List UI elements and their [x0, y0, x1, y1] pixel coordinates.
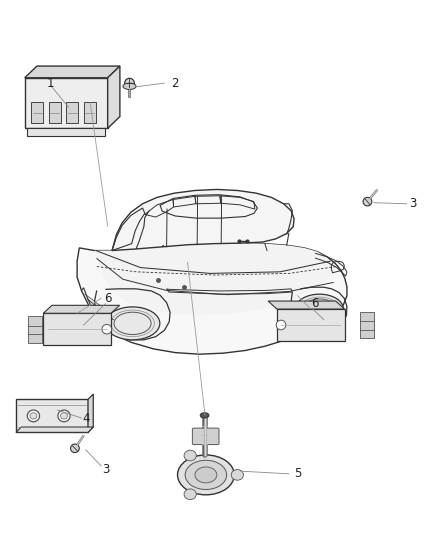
Ellipse shape	[200, 413, 209, 418]
FancyBboxPatch shape	[28, 333, 42, 343]
FancyBboxPatch shape	[360, 329, 374, 338]
FancyBboxPatch shape	[28, 325, 42, 334]
Text: 3: 3	[102, 463, 109, 476]
Ellipse shape	[195, 467, 217, 483]
Text: 3: 3	[410, 197, 417, 211]
Ellipse shape	[276, 320, 286, 330]
Ellipse shape	[177, 455, 234, 495]
Ellipse shape	[102, 325, 112, 334]
Polygon shape	[268, 301, 345, 309]
FancyBboxPatch shape	[360, 320, 374, 330]
FancyBboxPatch shape	[192, 428, 219, 445]
Polygon shape	[43, 313, 111, 345]
Polygon shape	[108, 66, 120, 128]
Polygon shape	[81, 288, 114, 335]
Polygon shape	[88, 394, 93, 432]
Ellipse shape	[60, 413, 67, 419]
Text: 6: 6	[311, 297, 319, 310]
Text: 2: 2	[172, 77, 179, 90]
Ellipse shape	[125, 78, 134, 88]
Polygon shape	[95, 243, 333, 316]
Ellipse shape	[30, 413, 37, 419]
Ellipse shape	[184, 450, 196, 461]
Text: 5: 5	[294, 467, 301, 480]
Ellipse shape	[27, 410, 39, 422]
Ellipse shape	[58, 410, 70, 422]
Polygon shape	[277, 309, 345, 341]
Ellipse shape	[184, 489, 196, 499]
Ellipse shape	[105, 307, 160, 340]
Polygon shape	[16, 427, 93, 432]
Polygon shape	[77, 243, 347, 354]
Text: 6: 6	[104, 292, 111, 305]
Ellipse shape	[363, 197, 372, 206]
Ellipse shape	[295, 294, 343, 324]
FancyBboxPatch shape	[360, 312, 374, 321]
FancyBboxPatch shape	[31, 102, 43, 123]
Polygon shape	[27, 128, 106, 136]
Polygon shape	[43, 305, 120, 313]
Polygon shape	[16, 399, 88, 432]
Polygon shape	[112, 189, 294, 251]
Text: 4: 4	[82, 411, 90, 424]
FancyBboxPatch shape	[66, 102, 78, 123]
Ellipse shape	[185, 461, 226, 489]
Ellipse shape	[71, 444, 79, 453]
FancyBboxPatch shape	[84, 102, 96, 123]
Polygon shape	[25, 78, 108, 128]
Ellipse shape	[123, 83, 136, 90]
Text: 1: 1	[47, 77, 55, 90]
Ellipse shape	[231, 470, 244, 480]
FancyBboxPatch shape	[49, 102, 61, 123]
Polygon shape	[25, 66, 120, 78]
FancyBboxPatch shape	[28, 316, 42, 326]
